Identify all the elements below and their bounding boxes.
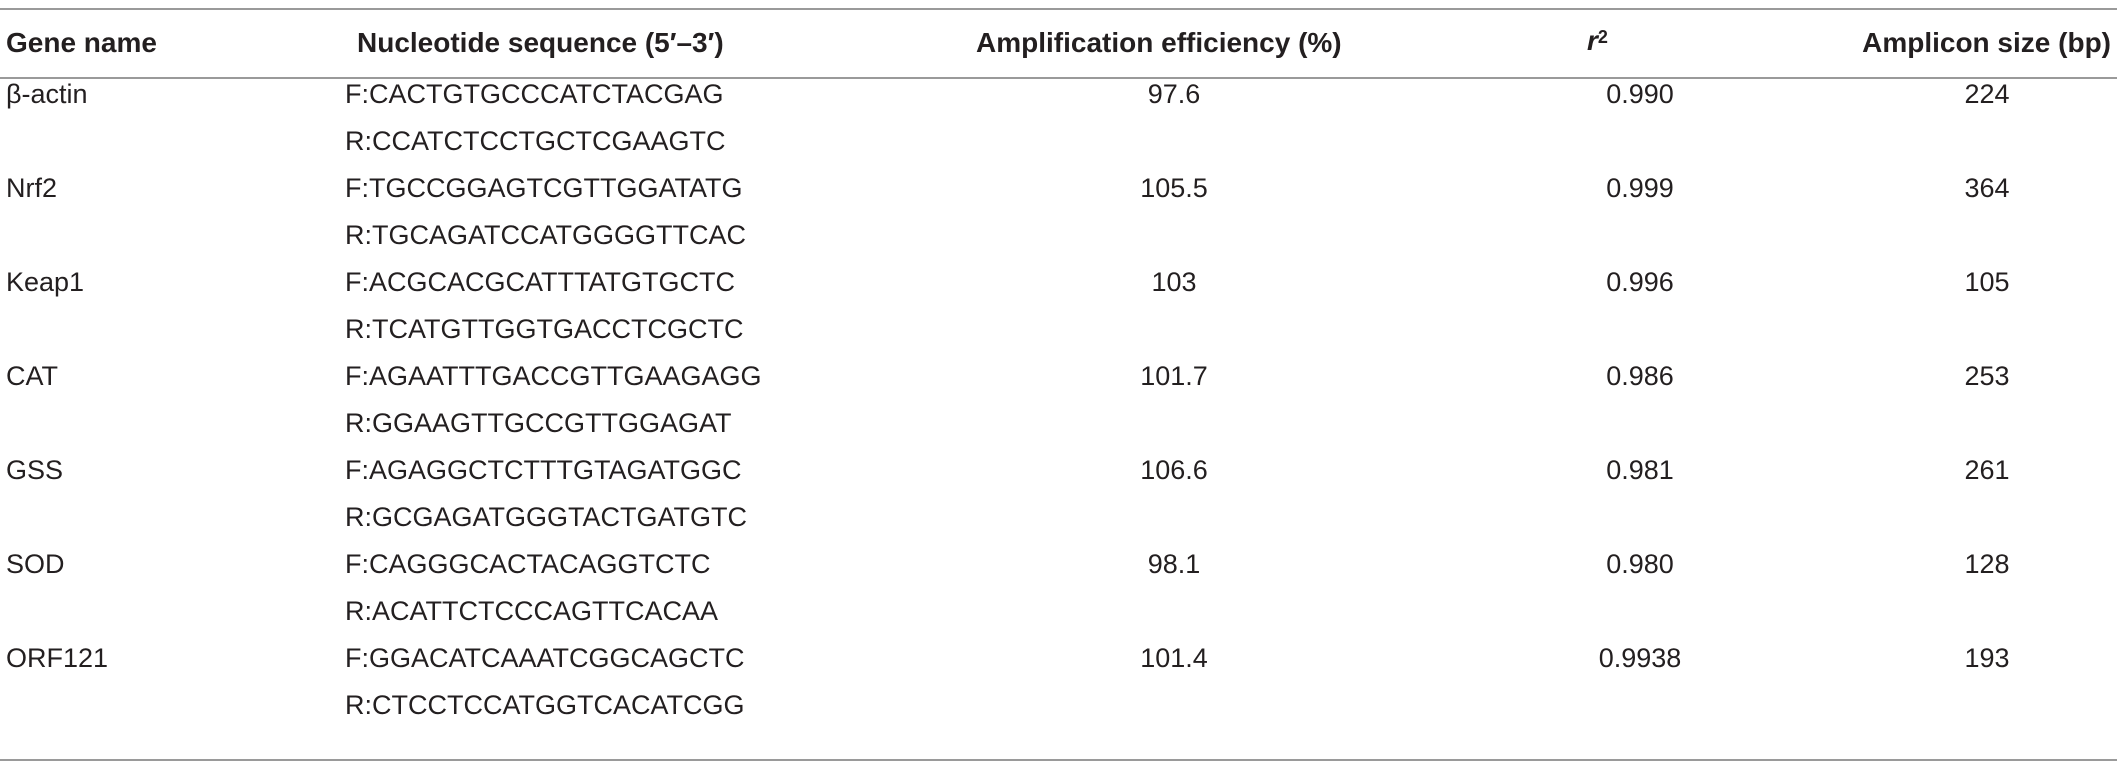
reverse-primer-cell: R:CTCCTCCATGGTCACATCGG — [345, 690, 745, 720]
amplification-efficiency-cell: 106.6 — [1140, 455, 1208, 485]
gene-name-cell: Keap1 — [6, 267, 85, 297]
amplicon-size-cell: 128 — [1964, 549, 2010, 579]
amplification-efficiency-cell: 98.1 — [1147, 549, 1201, 579]
forward-primer-cell: F:CACTGTGCCCATCTACGAG — [345, 79, 724, 109]
amplification-efficiency-cell: 103 — [1151, 267, 1197, 297]
gene-name-cell: β-actin — [6, 79, 88, 109]
reverse-primer-cell: R:TCATGTTGGTGACCTCGCTC — [345, 314, 744, 344]
header-gene-name: Gene name — [6, 27, 157, 58]
amplification-efficiency-cell: 97.6 — [1147, 79, 1201, 109]
forward-primer-cell: F:AGAGGCTCTTTGTAGATGGC — [345, 455, 742, 485]
reverse-primer-cell: R:CCATCTCCTGCTCGAAGTC — [345, 126, 726, 156]
reverse-primer-cell: R:GGAAGTTGCCGTTGGAGAT — [345, 408, 732, 438]
amplicon-size-cell: 261 — [1964, 455, 2010, 485]
forward-primer-cell: F:TGCCGGAGTCGTTGGATATG — [345, 173, 743, 203]
r-squared-cell: 0.980 — [1606, 549, 1674, 579]
amplicon-size-cell: 364 — [1964, 173, 2010, 203]
amplicon-size-cell: 105 — [1964, 267, 2010, 297]
r-squared-cell: 0.9938 — [1598, 643, 1682, 673]
forward-primer-cell: F:ACGCACGCATTTATGTGCTC — [345, 267, 735, 297]
gene-name-cell: Nrf2 — [6, 173, 58, 203]
reverse-primer-cell: R:GCGAGATGGGTACTGATGTC — [345, 502, 747, 532]
r-squared-cell: 0.996 — [1606, 267, 1674, 297]
amplicon-size-cell: 193 — [1964, 643, 2010, 673]
header-r-squared: r2 — [1587, 24, 1608, 58]
gene-name-cell: GSS — [6, 455, 64, 485]
r-squared-cell: 0.990 — [1606, 79, 1674, 109]
r-squared-cell: 0.999 — [1606, 173, 1674, 203]
table-top-rule — [0, 8, 2117, 10]
gene-name-cell: CAT — [6, 361, 58, 391]
amplification-efficiency-cell: 101.4 — [1140, 643, 1208, 673]
r-squared-cell: 0.981 — [1606, 455, 1674, 485]
header-amplification-efficiency: Amplification efficiency (%) — [976, 27, 1342, 58]
amplification-efficiency-cell: 105.5 — [1140, 173, 1208, 203]
forward-primer-cell: F:CAGGGCACTACAGGTCTC — [345, 549, 711, 579]
gene-name-cell: SOD — [6, 549, 65, 579]
gene-name-cell: ORF121 — [6, 643, 109, 673]
amplicon-size-cell: 224 — [1964, 79, 2010, 109]
table-bottom-rule — [0, 759, 2117, 761]
header-amplicon-size: Amplicon size (bp) — [1862, 27, 2111, 58]
amplification-efficiency-cell: 101.7 — [1140, 361, 1208, 391]
reverse-primer-cell: R:ACATTCTCCCAGTTCACAA — [345, 596, 719, 626]
table-header-rule — [0, 77, 2117, 79]
amplicon-size-cell: 253 — [1964, 361, 2010, 391]
reverse-primer-cell: R:TGCAGATCCATGGGGTTCAC — [345, 220, 746, 250]
forward-primer-cell: F:AGAATTTGACCGTTGAAGAGG — [345, 361, 762, 391]
header-r-squared-base: r — [1587, 25, 1598, 56]
r-squared-cell: 0.986 — [1606, 361, 1674, 391]
forward-primer-cell: F:GGACATCAAATCGGCAGCTC — [345, 643, 745, 673]
header-r-squared-exponent: 2 — [1597, 27, 1608, 47]
header-nucleotide-sequence: Nucleotide sequence (5′–3′) — [357, 27, 724, 58]
